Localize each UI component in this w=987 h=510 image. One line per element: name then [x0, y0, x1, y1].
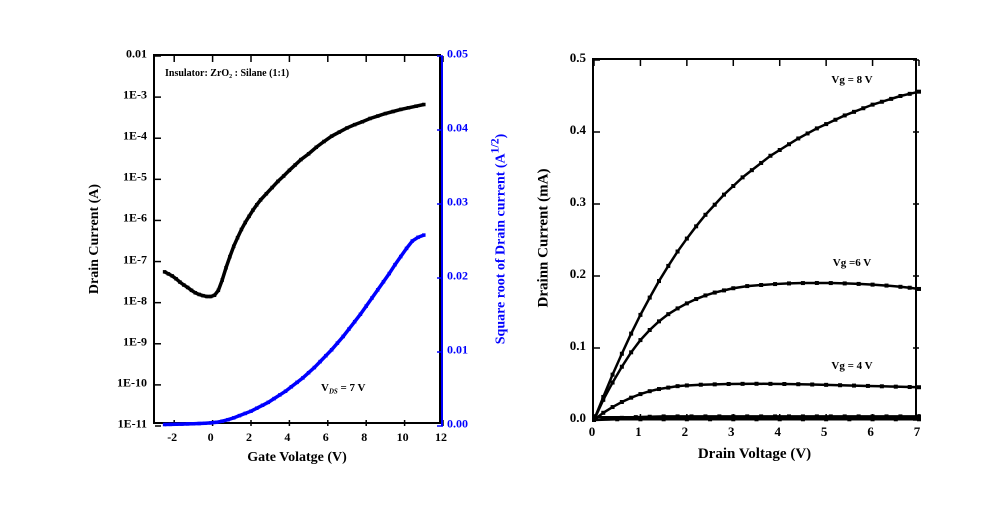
left-x-tick-label: 0 [208, 430, 214, 445]
left-yright-tick-label: 0.02 [447, 269, 468, 284]
right-series-label: Vg =6 V [833, 257, 871, 269]
right-y-tick-label: 0.4 [570, 122, 586, 138]
left-yright-axis-label: Square root of Drain current (A1/2) [489, 134, 510, 345]
left-vds-annotation: VDS = 7 V [321, 382, 366, 396]
left-yleft-tick-label: 1E-4 [123, 129, 147, 144]
left-yleft-axis-label: Drain Current (A) [87, 184, 103, 294]
left-x-tick-label: 12 [435, 430, 447, 445]
left-x-tick-label: -2 [167, 430, 177, 445]
left-insulator-annotation: Insulator: ZrO₂ : Silane (1:1) [165, 68, 289, 79]
left-yright-tick-label: 0.03 [447, 195, 468, 210]
right-y-tick-label: 0.2 [570, 266, 586, 282]
left-yleft-tick-label: 1E-10 [117, 375, 147, 390]
left-yright-tick-label: 0.05 [447, 47, 468, 62]
right-x-axis-label: Drain Voltage (V) [698, 446, 811, 463]
right-y-axis-label: Drainn Current (mA) [536, 169, 553, 308]
right-x-tick-label: 3 [728, 424, 735, 440]
left-x-tick-label: 4 [284, 430, 290, 445]
right-y-tick-label: 0.1 [570, 338, 586, 354]
left-x-axis-label: Gate Volatge (V) [247, 450, 347, 466]
left-x-tick-label: 2 [246, 430, 252, 445]
right-x-tick-label: 2 [682, 424, 689, 440]
left-yright-tick-label: 0.04 [447, 121, 468, 136]
right-y-tick-label: 0.5 [570, 50, 586, 66]
right-x-tick-label: 7 [914, 424, 921, 440]
left-yright-tick-label: 0.01 [447, 343, 468, 358]
left-yleft-tick-label: 1E-3 [123, 88, 147, 103]
left-yleft-tick-label: 1E-6 [123, 211, 147, 226]
right-series-label: Vg = 8 V [831, 74, 872, 86]
right-x-tick-label: 5 [821, 424, 828, 440]
right-x-tick-label: 4 [774, 424, 781, 440]
left-x-tick-label: 10 [397, 430, 409, 445]
left-yleft-tick-label: 1E-7 [123, 252, 147, 267]
left-yleft-tick-label: 1E-5 [123, 170, 147, 185]
right-series-label: Vg = 4 V [831, 360, 872, 372]
right-y-tick-label: 0.0 [570, 410, 586, 426]
left-yright-tick-label: 0.00 [447, 417, 468, 432]
left-chart-svg [155, 56, 443, 426]
figure-root: -20246810121E-111E-101E-91E-81E-71E-61E-… [0, 0, 987, 510]
left-plot-area [153, 54, 441, 424]
left-yleft-tick-label: 1E-8 [123, 293, 147, 308]
left-yleft-tick-label: 1E-9 [123, 334, 147, 349]
left-x-tick-label: 6 [323, 430, 329, 445]
right-y-tick-label: 0.3 [570, 194, 586, 210]
left-yleft-tick-label: 1E-11 [118, 417, 147, 432]
left-x-tick-label: 8 [361, 430, 367, 445]
right-x-tick-label: 0 [589, 424, 596, 440]
left-yleft-tick-label: 0.01 [126, 47, 147, 62]
right-x-tick-label: 1 [635, 424, 642, 440]
right-x-tick-label: 6 [867, 424, 874, 440]
